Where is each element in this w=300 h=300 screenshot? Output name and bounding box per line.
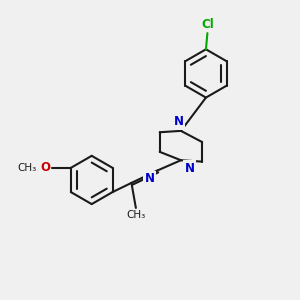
Text: O: O: [40, 161, 50, 174]
Text: N: N: [174, 115, 184, 128]
Text: CH₃: CH₃: [17, 163, 36, 173]
Text: N: N: [144, 172, 154, 185]
Text: Cl: Cl: [202, 18, 214, 31]
Text: N: N: [184, 162, 194, 175]
Text: CH₃: CH₃: [126, 210, 146, 220]
